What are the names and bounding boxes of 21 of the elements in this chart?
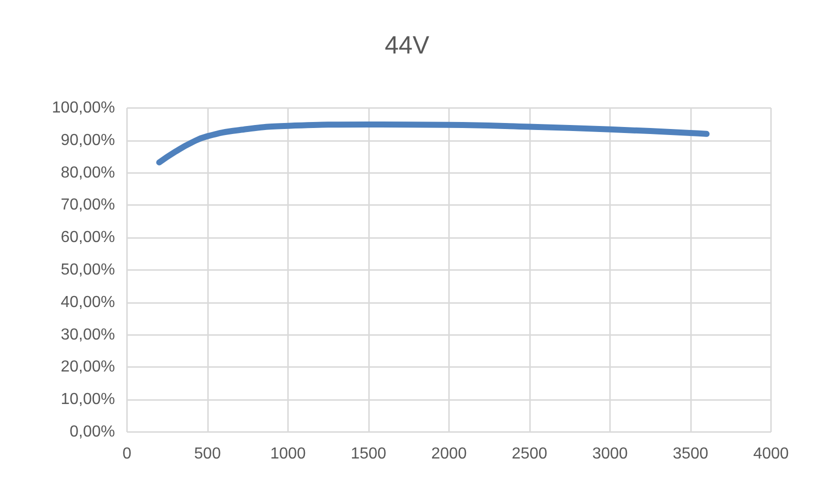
y-tick-label: 50,00% (60, 262, 115, 278)
y-tick-label: 100,00% (52, 100, 115, 116)
y-tick-label: 90,00% (60, 132, 115, 149)
chart-title: 44V (384, 32, 430, 60)
y-tick-label: 0,00% (70, 424, 115, 440)
y-tick-label: 70,00% (60, 196, 115, 214)
x-tick-label: 4000 (753, 446, 789, 462)
y-tick-label: 80,00% (60, 164, 115, 182)
x-tick-label: 3500 (672, 446, 708, 462)
y-tick-label: 40,00% (60, 294, 115, 311)
x-tick-label: 2500 (512, 446, 548, 462)
y-tick-label: 60,00% (60, 229, 115, 246)
x-tick-label: 1500 (350, 446, 386, 462)
x-tick-label: 3000 (592, 446, 628, 462)
y-tick-label: 20,00% (60, 358, 115, 376)
y-tick-label: 30,00% (60, 326, 115, 344)
x-tick-label: 0 (122, 446, 132, 462)
x-tick-label: 500 (194, 446, 221, 462)
x-tick-label: 1000 (270, 446, 306, 462)
x-tick-label: 2000 (431, 446, 467, 462)
y-tick-label: 10,00% (60, 391, 115, 408)
